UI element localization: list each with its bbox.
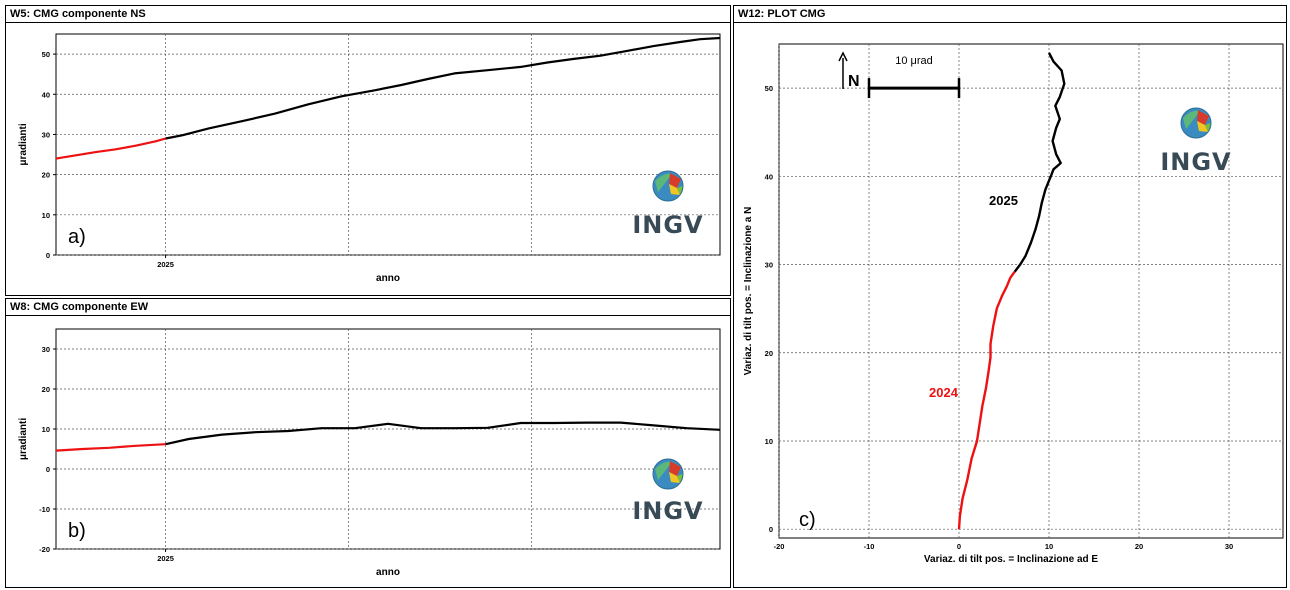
series-line-2025 [165, 36, 721, 140]
panel-letter: a) [68, 226, 86, 248]
series-line-2024 [55, 137, 166, 160]
y-tick-label: 0 [46, 251, 50, 260]
y-tick-label: 40 [765, 172, 773, 181]
globe-red-shape [669, 173, 681, 188]
globe-yellow-shape [669, 472, 680, 483]
x-tick-label: 2025 [157, 260, 174, 269]
plot-frame [55, 33, 721, 256]
ingv-logo-text: INGV [1160, 148, 1231, 176]
x-tick-label: 0 [957, 542, 961, 551]
y-axis-label: Variaz. di tilt pos. = Inclinazione a N [743, 207, 754, 376]
y-tick-label: 50 [765, 84, 773, 93]
x-tick-label: 20 [1135, 542, 1143, 551]
y-tick-label: 10 [42, 425, 50, 434]
series-line-2024 [957, 270, 1016, 530]
panel-letter: c) [799, 509, 816, 531]
panel-letter: b) [68, 520, 86, 542]
globe-green-shape [677, 474, 683, 483]
globe-green-shape [677, 186, 683, 195]
ns-chart: 0 10 20 30 40 50 2025 anno μradianti a) INGV [18, 33, 721, 284]
y-axis-label: μradianti [18, 418, 29, 460]
plot-frame [778, 43, 1284, 539]
plot-panel: W12: PLOT CMG -20 -10 0 10 20 30 0 10 20 30 40 50 Va… [733, 5, 1287, 588]
ns-panel: W5: CMG componente NS 0 10 20 30 40 50 2025 ann… [5, 5, 731, 296]
y-axis-label: μradianti [18, 123, 29, 165]
ew-chart: -20 -10 0 10 20 30 2025 anno μradianti b) INGV [18, 328, 721, 578]
series-line-2025 [165, 421, 721, 446]
ew-panel: W8: CMG componente EW -20 -10 0 10 20 30 2025 a… [5, 298, 731, 588]
y-tick-label: 0 [769, 525, 773, 534]
x-tick-label: 2025 [157, 554, 174, 563]
annotation-2024: 2024 [929, 385, 959, 400]
scale-bar-label: 10 μrad [895, 55, 933, 67]
ns-panel-title: W5: CMG componente NS [6, 6, 730, 23]
x-tick-label: 10 [1045, 542, 1053, 551]
globe-land-shape [655, 173, 672, 192]
y-tick-label: 10 [42, 211, 50, 220]
y-tick-label: -10 [39, 505, 50, 514]
ingv-logo-text: INGV [632, 211, 703, 239]
y-tick-label: -20 [39, 545, 50, 554]
globe-red-shape [669, 461, 681, 476]
globe-outline [652, 458, 684, 490]
y-tick-label: 30 [42, 130, 50, 139]
globe-green-shape [1205, 123, 1211, 132]
x-axis-label: anno [376, 567, 400, 578]
x-tick-label: -20 [774, 542, 785, 551]
y-tick-label: 30 [42, 345, 50, 354]
globe-outline [1180, 107, 1212, 139]
y-tick-label: 20 [42, 171, 50, 180]
y-tick-label: 50 [42, 50, 50, 59]
series-line-2025 [1013, 52, 1066, 273]
globe-yellow-shape [669, 184, 680, 195]
north-arrow-icon [838, 51, 848, 89]
plot-panel-title: W12: PLOT CMG [734, 6, 1286, 23]
y-tick-label: 40 [42, 90, 50, 99]
ingv-logo-text: INGV [632, 497, 703, 525]
y-tick-label: 0 [46, 465, 50, 474]
north-arrow-head [838, 51, 848, 62]
globe-outline [652, 170, 684, 202]
y-tick-label: 30 [765, 261, 773, 270]
plot-frame [55, 328, 721, 550]
globe-yellow-shape [1197, 121, 1208, 132]
x-tick-label: 30 [1225, 542, 1233, 551]
globe-land-shape [655, 461, 672, 480]
series-line-2024 [55, 443, 166, 452]
globe-red-shape [1197, 110, 1209, 125]
x-tick-label: -10 [864, 542, 875, 551]
ingv-logo: INGV [632, 458, 703, 525]
ew-panel-title: W8: CMG componente EW [6, 299, 730, 316]
ingv-logo: INGV [1160, 107, 1231, 176]
y-tick-label: 20 [765, 349, 773, 358]
annotation-2025: 2025 [989, 193, 1018, 208]
north-label: N [848, 73, 860, 90]
x-axis-label: Variaz. di tilt pos. = Inclinazione ad E [924, 554, 1099, 565]
ingv-logo: INGV [632, 170, 703, 239]
globe-land-shape [1183, 110, 1200, 129]
y-tick-label: 10 [765, 437, 773, 446]
y-tick-label: 20 [42, 385, 50, 394]
x-axis-label: anno [376, 273, 400, 284]
plot-chart: -20 -10 0 10 20 30 0 10 20 30 40 50 Variaz. di tilt … [743, 43, 1284, 565]
